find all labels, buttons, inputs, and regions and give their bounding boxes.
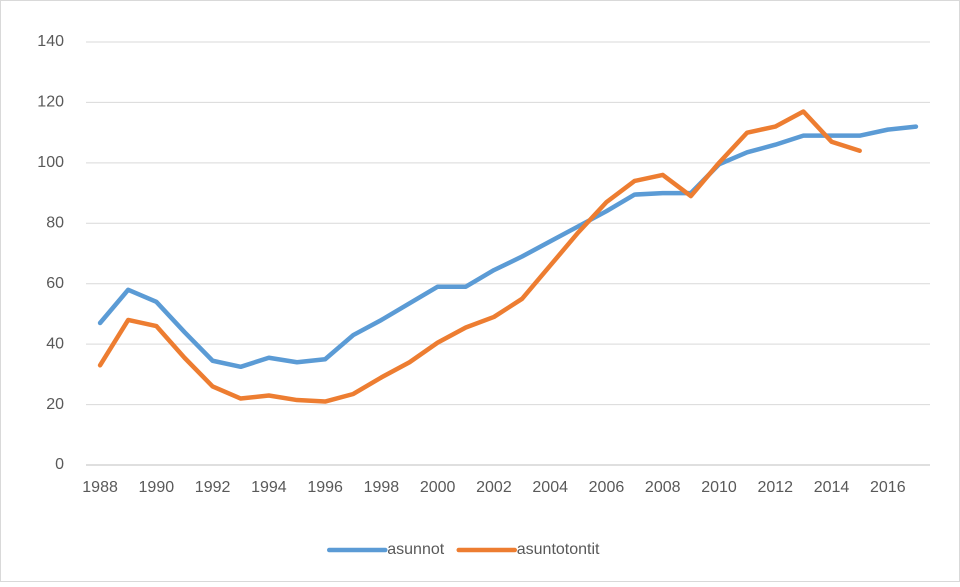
- x-tick-label: 2012: [757, 479, 793, 496]
- y-tick-label: 60: [46, 275, 64, 292]
- x-tick-label: 2014: [814, 479, 850, 496]
- legend-label: asuntotontit: [517, 541, 600, 558]
- y-tick-label: 20: [46, 396, 64, 413]
- y-tick-label: 80: [46, 215, 64, 232]
- x-tick-label: 1998: [364, 479, 400, 496]
- series-line: [97, 124, 919, 370]
- y-tick-label: 100: [37, 154, 64, 171]
- x-tick-label: 1996: [307, 479, 343, 496]
- x-tick-label: 2010: [701, 479, 737, 496]
- y-tick-label: 140: [37, 33, 64, 50]
- x-tick-label: 2002: [476, 479, 512, 496]
- x-tick-label: 1994: [251, 479, 287, 496]
- x-tick-label: 2016: [870, 479, 906, 496]
- y-tick-label: 0: [55, 456, 64, 473]
- y-tick-label: 120: [37, 94, 64, 111]
- x-tick-label: 2000: [420, 479, 456, 496]
- x-tick-label: 1990: [139, 479, 175, 496]
- x-tick-label: 1992: [195, 479, 231, 496]
- x-tick-label: 2006: [589, 479, 625, 496]
- y-tick-label: 40: [46, 335, 64, 352]
- x-tick-label: 2004: [532, 479, 568, 496]
- x-tick-label: 1988: [82, 479, 118, 496]
- series-line: [97, 109, 862, 404]
- legend-label: asunnot: [387, 541, 444, 558]
- x-tick-label: 2008: [645, 479, 681, 496]
